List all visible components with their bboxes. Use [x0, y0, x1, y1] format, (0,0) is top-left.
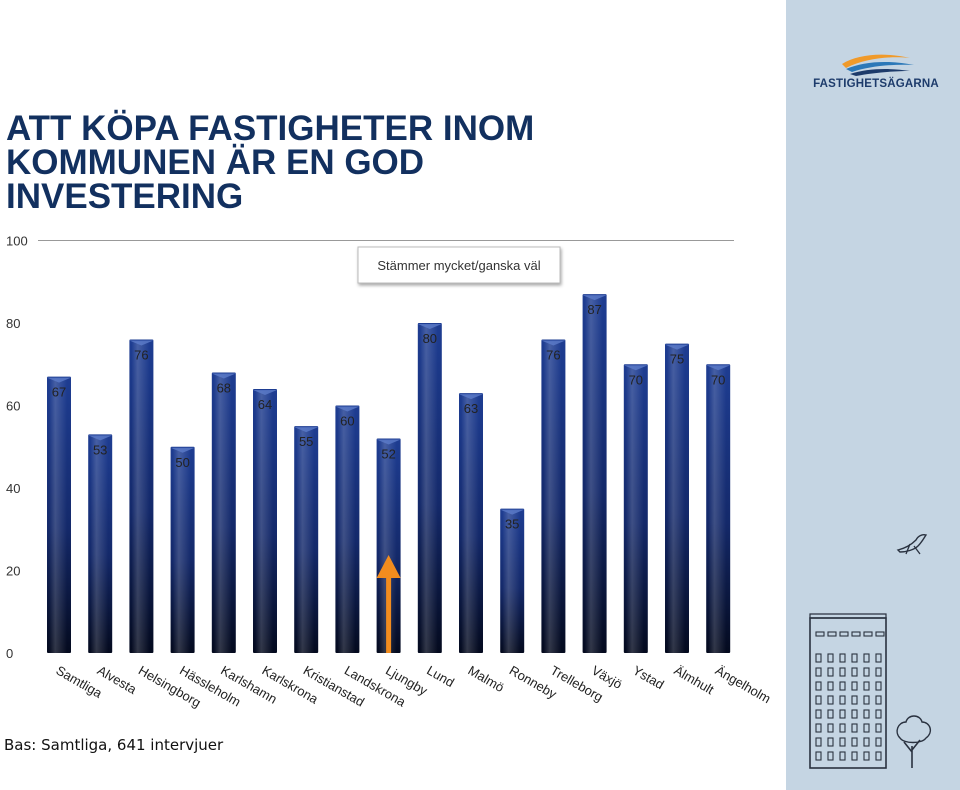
footnote: Bas: Samtliga, 641 intervjuer	[4, 736, 224, 754]
bar-value-label: 50	[175, 455, 189, 470]
bar-shine	[296, 428, 315, 653]
bar-cap	[294, 427, 319, 433]
bar-value-label: 76	[134, 348, 148, 363]
bar-shine	[584, 296, 603, 653]
legend: Stämmer mycket/ganska väl	[357, 246, 561, 284]
title-line-3: INVESTERING	[6, 177, 244, 216]
bar-cap	[88, 435, 113, 441]
bird-icon	[896, 534, 928, 555]
category-label: Ystad	[630, 663, 666, 693]
company-logo: FASTIGHETSÄGARNA	[806, 48, 946, 98]
bar-cap	[665, 344, 689, 350]
category-label: Samtliga	[54, 663, 106, 702]
bar-shine	[213, 374, 232, 653]
bar-value-label: 63	[464, 401, 478, 416]
bar-value-label: 64	[258, 397, 272, 412]
y-tick-label: 0	[6, 646, 13, 661]
bar-cap	[582, 295, 607, 301]
bar-value-label: 76	[546, 348, 560, 363]
bar-value-label: 53	[93, 442, 107, 457]
category-label: Malmö	[466, 663, 507, 695]
bar-value-label: 68	[217, 381, 231, 396]
title-line-2: KOMMUNEN ÄR EN GOD	[6, 143, 425, 182]
bar-cap	[417, 324, 442, 329]
logo-text: FASTIGHETSÄGARNA	[813, 78, 939, 90]
bar-shine	[708, 366, 727, 653]
bar-shine	[543, 341, 562, 653]
bar-shine	[172, 448, 191, 653]
bar-value-label: 70	[629, 372, 643, 387]
y-tick-label: 80	[6, 316, 20, 331]
bar-value-label: 80	[423, 331, 437, 346]
bar-shine	[419, 325, 438, 653]
bar-value-label: 70	[711, 372, 725, 387]
bar-value-label: 35	[505, 517, 519, 532]
highlight-arrow-shaft	[386, 577, 392, 653]
slide-title: ATT KÖPA FASTIGHETER INOM KOMMUNEN ÄR EN…	[6, 109, 646, 216]
y-tick-label: 20	[6, 564, 20, 579]
bar-shine	[90, 436, 109, 653]
wave-logo-icon	[842, 54, 914, 76]
y-tick-label: 100	[6, 234, 28, 249]
side-panel	[786, 0, 960, 790]
bar-cap	[211, 373, 236, 379]
bar-shine	[255, 391, 273, 653]
bar-cap	[459, 394, 483, 400]
bar-cap	[623, 365, 648, 371]
bar-value-label: 75	[670, 352, 684, 367]
bar-cap	[47, 377, 71, 383]
bar-cap	[129, 340, 154, 346]
bar-cap	[500, 509, 525, 515]
bar-value-label: 87	[587, 302, 601, 317]
bar-cap	[376, 439, 401, 445]
bar-cap	[335, 406, 360, 412]
bar-chart: 0 20 40 60 80 100 67 53 76 50 68 64 55 60 52 80 63 35 76 8…	[6, 234, 774, 711]
bar-value-label: 67	[52, 385, 66, 400]
bar-shine	[461, 395, 479, 653]
bar-cap	[706, 365, 731, 371]
y-tick-label: 40	[6, 481, 20, 496]
title-line-1: ATT KÖPA FASTIGHETER INOM	[6, 109, 535, 148]
bar-value-label: 55	[299, 434, 313, 449]
bar-cap	[541, 340, 566, 346]
bar-cap	[170, 447, 195, 453]
legend-label: Stämmer mycket/ganska väl	[377, 258, 540, 273]
highlight-arrow-head	[376, 555, 401, 578]
building-tree-icon	[809, 613, 932, 769]
bar-cap	[253, 390, 277, 395]
bar-shine	[378, 440, 397, 653]
category-label: Älmhult	[672, 663, 717, 698]
bar-value-label: 52	[381, 447, 395, 462]
bar-shine	[502, 510, 521, 653]
category-label: Ängelholm	[713, 663, 774, 707]
bar-shine	[337, 407, 356, 653]
bar-value-label: 60	[340, 414, 354, 429]
bar-shine	[49, 378, 67, 653]
bar-shine	[625, 366, 644, 653]
y-tick-label: 60	[6, 399, 20, 414]
bar-shine	[667, 345, 685, 653]
bar-shine	[131, 341, 150, 653]
